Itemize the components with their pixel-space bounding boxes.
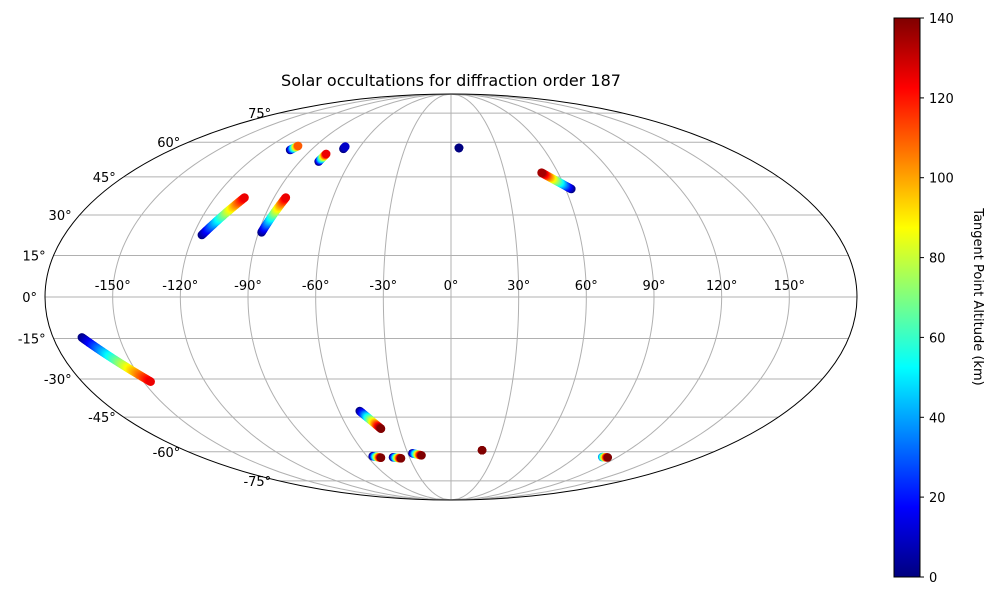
occultation-point [477, 445, 487, 455]
occultation-point [537, 168, 546, 177]
colorbar-tick-label: 40 [929, 411, 946, 426]
occultation-point [340, 142, 350, 151]
longitude-tick-label: -150° [95, 279, 131, 294]
latitude-tick-label: 15° [23, 249, 46, 264]
latitude-tick-label: 60° [157, 136, 180, 151]
colorbar-tick-label: 0 [929, 571, 937, 586]
colorbar-tick-label: 80 [929, 252, 946, 267]
latitude-tick-label: -75° [243, 475, 271, 490]
occultation-point [376, 424, 386, 434]
latitude-tick-label: 0° [22, 291, 37, 306]
graticule [45, 94, 857, 500]
colorbar-label: Tangent Point Altitude (km) [970, 207, 985, 385]
occultation-points [77, 141, 613, 463]
longitude-tick-label: -90° [234, 279, 262, 294]
colorbar-ticks: 0 20 40 60 80 100 120 140 [920, 12, 954, 586]
occultation-point [603, 453, 613, 462]
chart-title: Solar occultations for diffraction order… [281, 71, 621, 90]
occultation-point [281, 193, 291, 202]
occultation-point [293, 141, 303, 151]
occultation-point [146, 377, 155, 386]
colorbar-tick-label: 140 [929, 12, 954, 27]
latitude-tick-label: -15° [18, 333, 46, 348]
longitude-tick-label: 0° [444, 279, 459, 294]
occultation-point [240, 193, 249, 202]
occultation-point [454, 143, 464, 153]
latitude-tick-label: 75° [248, 107, 271, 122]
latitude-tick-label: -45° [88, 411, 116, 426]
latitude-tick-label: -30° [44, 373, 72, 388]
colorbar: 0 20 40 60 80 100 120 140 Tangent Point Altitud… [893, 12, 985, 586]
occultation-point [417, 451, 426, 460]
longitude-tick-label: 30° [507, 279, 530, 294]
latitude-tick-label: 30° [49, 209, 72, 224]
occultation-point [321, 149, 331, 159]
colorbar-tick-label: 100 [929, 172, 954, 187]
map-boundary [44, 93, 858, 501]
occultation-point [396, 454, 406, 463]
longitude-tick-label: 150° [774, 279, 805, 294]
latitude-tick-label: -60° [153, 446, 181, 461]
longitude-tick-label: -60° [302, 279, 330, 294]
longitude-tick-label: -120° [162, 279, 198, 294]
colorbar-tick-label: 60 [929, 331, 946, 346]
latitude-tick-label: 45° [93, 171, 116, 186]
colorbar-tick-label: 20 [929, 491, 946, 506]
axis-tick-labels: -150° -120° -90° -60° -30° 0° 30° 60° 90° 120° 150… [18, 107, 805, 490]
colorbar-tick-label: 120 [929, 92, 954, 107]
longitude-tick-label: 90° [642, 279, 665, 294]
longitude-tick-label: 120° [706, 279, 737, 294]
longitude-tick-label: 60° [575, 279, 598, 294]
longitude-tick-label: -30° [369, 279, 397, 294]
colorbar-gradient [893, 17, 921, 578]
occultation-point [376, 453, 386, 462]
